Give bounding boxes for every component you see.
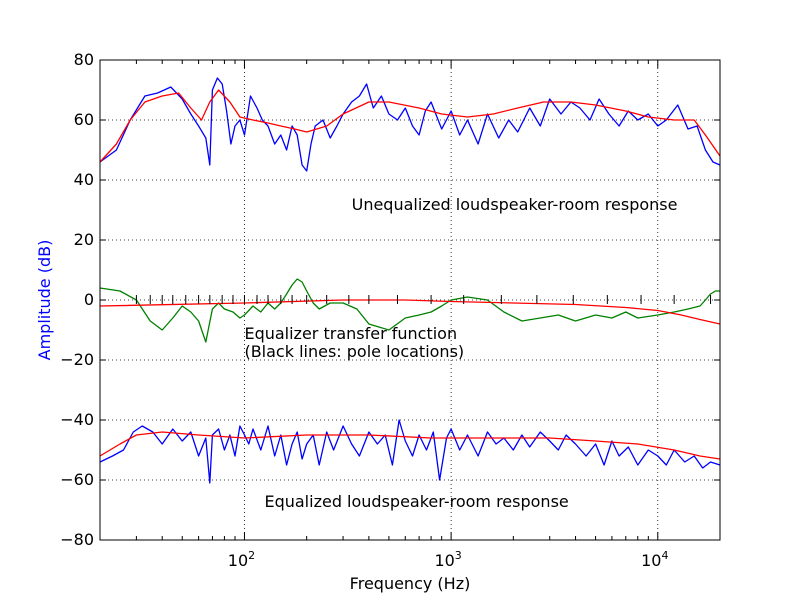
y-tick-label: 60 [74,110,94,129]
y-tick-label: 80 [74,50,94,69]
series-line-equalized-smooth [99,431,721,460]
y-axis-title: Amplitude (dB) [35,240,54,361]
x-tick-label: 104 [641,549,668,570]
y-tick-label: 0 [84,290,94,309]
annotation-eq-line2: (Black lines: pole locations) [244,342,464,361]
axis-ticks: 80 60 40 20 0 −20 −40 −60 −80 102 103 104 [60,50,721,570]
series-line-unequalized-raw [99,77,721,172]
grid-lines [100,60,720,540]
series-line-unequalized-smooth [99,89,721,163]
x-tick-label: 102 [228,549,255,570]
annotations: Unequalized loudspeaker-room response Equ… [244,195,677,511]
y-tick-label: 40 [74,170,94,189]
pole-markers [135,295,712,304]
x-tick-label: 103 [434,549,461,570]
y-tick-label: −40 [60,410,94,429]
y-tick-label: −60 [60,470,94,489]
annotation-unequalized: Unequalized loudspeaker-room response [352,195,678,214]
annotation-eq-line1: Equalizer transfer function [244,324,457,343]
series-layer [99,77,721,484]
series-line-equalized-raw [99,419,721,484]
series-line-equalizer [99,278,720,343]
annotation-equalized: Equalized loudspeaker-room response [264,492,568,511]
y-tick-label: −20 [60,350,94,369]
y-tick-label: −80 [60,530,94,549]
y-tick-label: 20 [74,230,94,249]
x-axis-title: Frequency (Hz) [350,574,471,593]
